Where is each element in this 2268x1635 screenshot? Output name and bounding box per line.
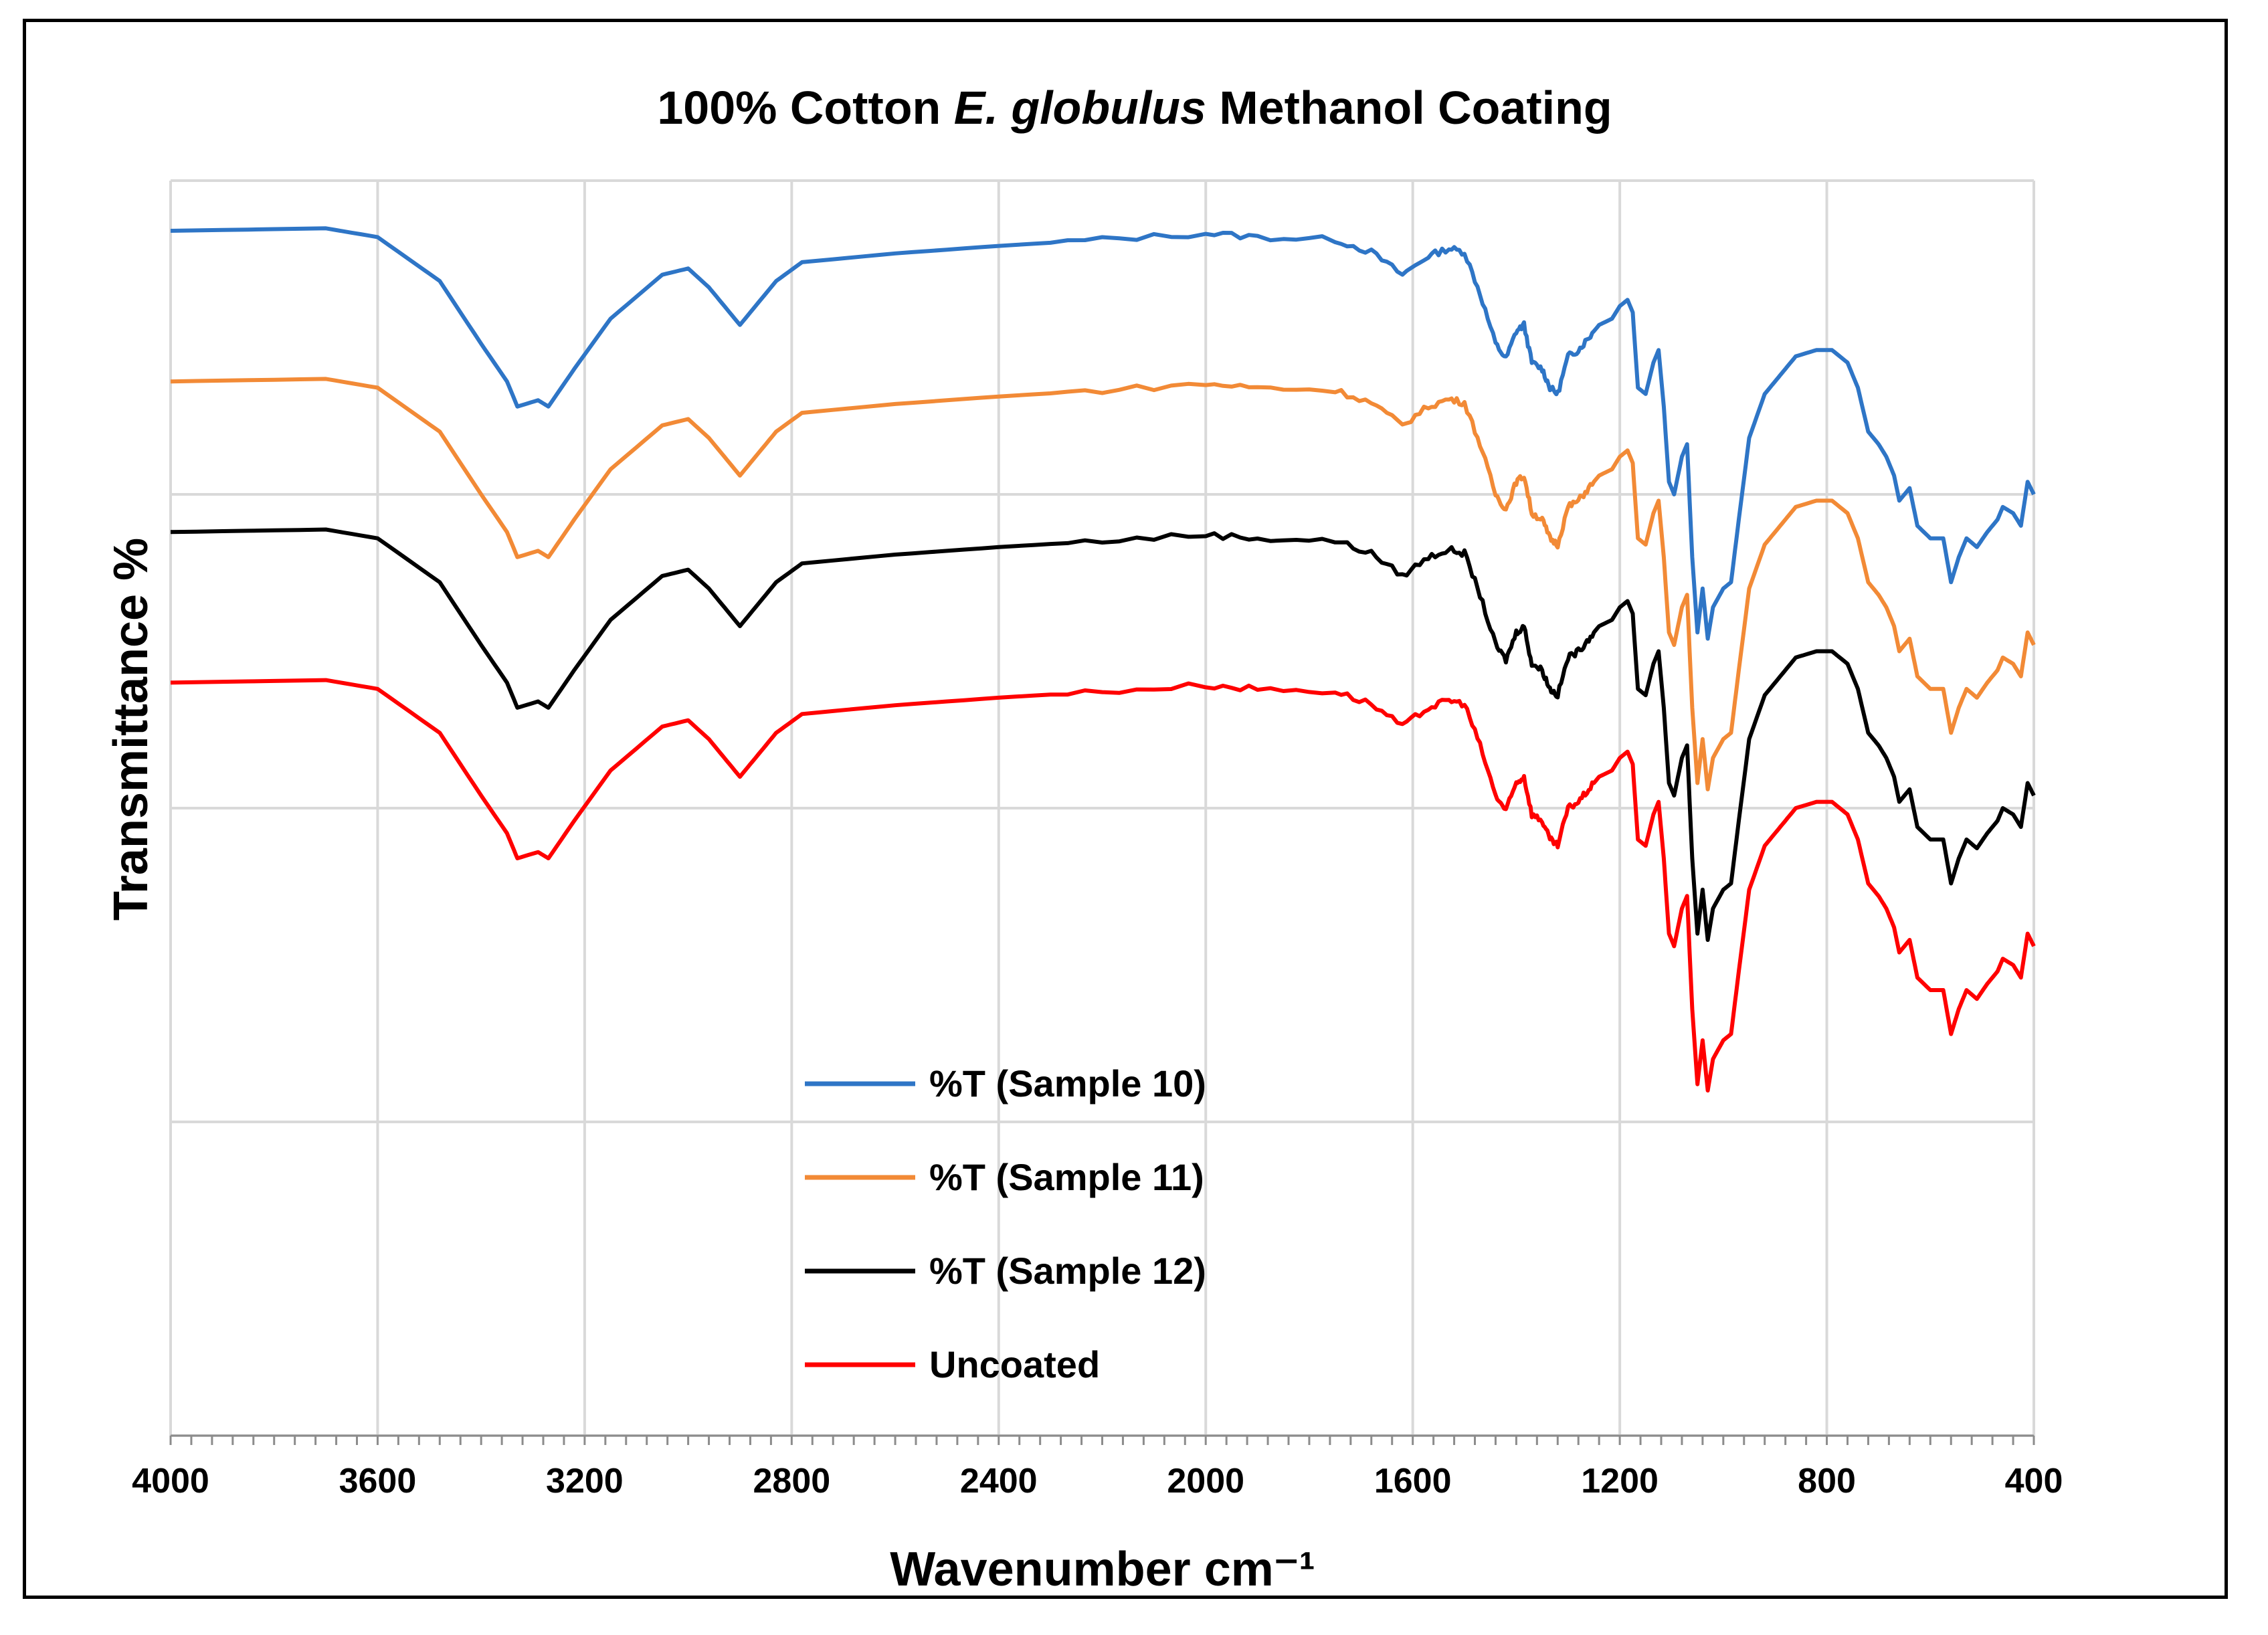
series-line-2	[170, 527, 2036, 942]
series-lines	[170, 226, 2036, 1093]
series-line-0	[170, 226, 2036, 641]
series-line-3	[170, 678, 2036, 1093]
y-axis-title: Transmittance %	[104, 538, 158, 921]
x-tick-label-1: 3600	[339, 1462, 417, 1501]
chart-title-part-3: Methanol Coating	[1206, 82, 1612, 134]
gridlines	[169, 179, 2035, 1437]
chart-title: 100% Cotton E. globulus Methanol Coating	[657, 82, 1612, 134]
x-axis-title: Wavenumber cm⁻¹	[890, 1543, 1315, 1596]
x-tick-label-9: 400	[2005, 1462, 2063, 1501]
x-tick-label-7: 1200	[1581, 1462, 1659, 1501]
x-tick-label-4: 2400	[960, 1462, 1038, 1501]
chart-title-italic-part: E. globulus	[954, 82, 1206, 134]
chart-title-part-1: 100% Cotton	[657, 82, 953, 134]
chart-frame	[23, 19, 2228, 1599]
x-tick-labels: 4000 3600 3200 2800 2400 2000 1600 1200 800 400	[132, 1462, 2063, 1501]
legend-label-2: %T (Sample 12)	[929, 1250, 1206, 1292]
legend-label-0: %T (Sample 10)	[929, 1062, 1206, 1104]
x-tick-label-8: 800	[1798, 1462, 1856, 1501]
axes	[169, 1434, 2035, 1445]
x-tick-label-5: 2000	[1167, 1462, 1244, 1501]
x-tick-label-3: 2800	[753, 1462, 830, 1501]
legend-label-1: %T (Sample 11)	[929, 1156, 1204, 1198]
x-tick-label-0: 4000	[132, 1462, 209, 1501]
series-line-1	[170, 377, 2036, 791]
legend: %T (Sample 10) %T (Sample 11) %T (Sample 1…	[805, 1062, 1206, 1385]
x-tick-label-6: 1600	[1374, 1462, 1452, 1501]
x-tick-label-2: 3200	[546, 1462, 624, 1501]
legend-label-3: Uncoated	[929, 1343, 1100, 1385]
